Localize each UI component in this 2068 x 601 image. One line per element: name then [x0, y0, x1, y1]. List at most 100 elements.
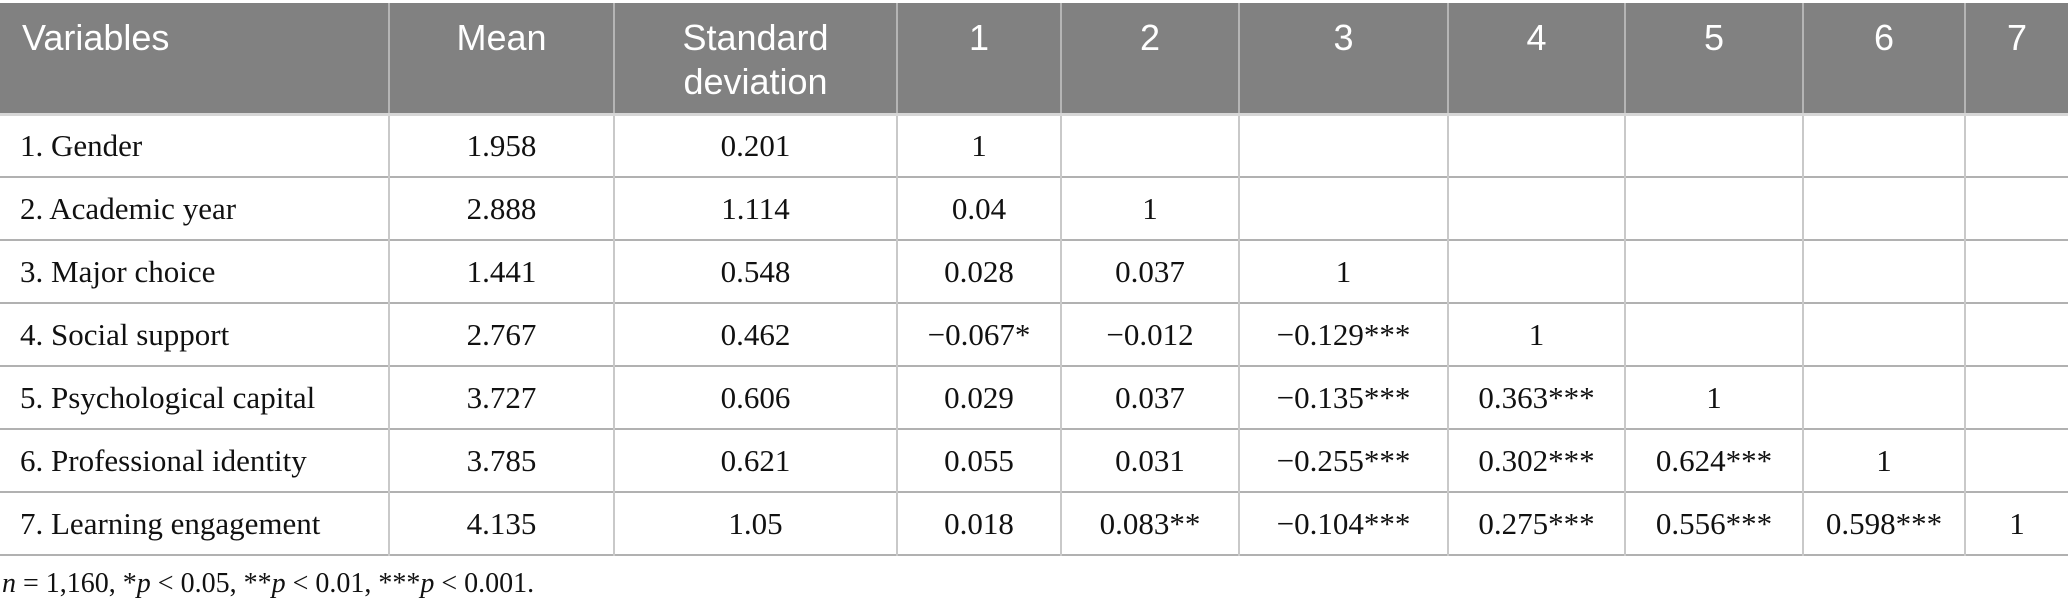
correlation-value: 0.031	[1060, 428, 1239, 492]
mean-value: 2.767	[388, 302, 614, 366]
correlation-value	[1964, 239, 2068, 303]
table-row: 2. Academic year 2.888 1.114 0.04 1	[0, 176, 2068, 240]
column-header-3: 3	[1238, 3, 1448, 116]
correlation-value: 0.302***	[1447, 428, 1625, 492]
table-row: 6. Professional identity 3.785 0.621 0.055 0…	[0, 428, 2068, 492]
correlation-value: 1	[1624, 365, 1803, 429]
correlation-value	[1802, 302, 1965, 366]
sd-value: 0.621	[613, 428, 897, 492]
sd-value: 0.201	[613, 114, 897, 177]
correlation-value	[1802, 176, 1965, 240]
correlation-value: 0.083**	[1060, 491, 1239, 555]
correlation-value: 0.556***	[1624, 491, 1803, 555]
sd-value: 0.462	[613, 302, 897, 366]
sd-value: 1.114	[613, 176, 897, 240]
correlation-value	[1447, 176, 1625, 240]
correlation-value: 0.055	[896, 428, 1061, 492]
footnote-italic-symbol: n	[2, 568, 16, 599]
correlation-value: 0.037	[1060, 365, 1239, 429]
row-label: 6. Professional identity	[0, 428, 389, 492]
mean-value: 1.441	[388, 239, 614, 303]
mean-value: 1.958	[388, 114, 614, 177]
correlation-value: 0.598***	[1802, 491, 1965, 555]
footnote-italic-symbol: p	[420, 568, 435, 599]
column-header-variables: Variables	[0, 3, 389, 116]
column-header-5: 5	[1624, 3, 1803, 116]
correlation-value	[1964, 114, 2068, 177]
table-row: 7. Learning engagement 4.135 1.05 0.018 0.08…	[0, 491, 2068, 555]
row-label: 5. Psychological capital	[0, 365, 389, 429]
column-header-2: 2	[1060, 3, 1239, 116]
correlation-value: 1	[1447, 302, 1625, 366]
column-header-7: 7	[1964, 3, 2068, 116]
correlation-value: −0.255***	[1238, 428, 1448, 492]
correlation-value	[1964, 365, 2068, 429]
row-label: 3. Major choice	[0, 239, 389, 303]
correlation-value: 0.04	[896, 176, 1061, 240]
correlation-value: 0.029	[896, 365, 1061, 429]
correlation-value	[1447, 239, 1625, 303]
correlation-value: −0.067*	[896, 302, 1061, 366]
row-label: 7. Learning engagement	[0, 491, 389, 555]
correlation-value	[1624, 239, 1803, 303]
correlation-value: 1	[1964, 491, 2068, 555]
table-row: 5. Psychological capital 3.727 0.606 0.029 0…	[0, 365, 2068, 429]
correlation-value: 0.363***	[1447, 365, 1625, 429]
correlation-value	[1964, 302, 2068, 366]
correlation-value: 0.028	[896, 239, 1061, 303]
correlation-value: −0.104***	[1238, 491, 1448, 555]
correlation-value	[1624, 302, 1803, 366]
table-header: Variables Mean Standard deviation 1 2 3 …	[0, 3, 2068, 116]
correlation-value	[1964, 176, 2068, 240]
row-label: 4. Social support	[0, 302, 389, 366]
footnote-text: < 0.001.	[434, 568, 535, 599]
correlation-value	[1802, 239, 1965, 303]
correlation-value: −0.012	[1060, 302, 1239, 366]
table-body: 1. Gender 1.958 0.201 1 2. Academic year 2.88…	[0, 114, 2068, 555]
correlation-value: 1	[1802, 428, 1965, 492]
footnote-text: = 1,160, *	[16, 568, 137, 599]
mean-value: 2.888	[388, 176, 614, 240]
correlation-table: Variables Mean Standard deviation 1 2 3 …	[0, 3, 2068, 556]
column-header-1: 1	[896, 3, 1061, 116]
footnote-text: < 0.01, ***	[285, 568, 421, 599]
correlation-value: −0.135***	[1238, 365, 1448, 429]
row-label: 1. Gender	[0, 114, 389, 177]
sd-value: 0.606	[613, 365, 897, 429]
correlation-value	[1238, 114, 1448, 177]
column-header-mean: Mean	[388, 3, 614, 116]
column-header-6: 6	[1802, 3, 1965, 116]
correlation-value	[1060, 114, 1239, 177]
mean-value: 4.135	[388, 491, 614, 555]
footnote-italic-symbol: p	[271, 568, 286, 599]
correlation-value	[1802, 114, 1965, 177]
correlation-value: 1	[1238, 239, 1448, 303]
correlation-value	[1447, 114, 1625, 177]
footnote-italic-symbol: p	[136, 568, 151, 599]
footnote-text: < 0.05, **	[150, 568, 272, 599]
correlation-value	[1802, 365, 1965, 429]
correlation-value: 0.624***	[1624, 428, 1803, 492]
correlation-value: 1	[896, 114, 1061, 177]
table-row: 4. Social support 2.767 0.462 −0.067* −0.012…	[0, 302, 2068, 366]
column-header-standard-deviation: Standard deviation	[613, 3, 897, 116]
mean-value: 3.727	[388, 365, 614, 429]
correlation-value: 1	[1060, 176, 1239, 240]
correlation-value	[1964, 428, 2068, 492]
footnote: n = 1,160, *p < 0.05, **p < 0.01, ***p <…	[2, 568, 2068, 600]
correlation-value: 0.037	[1060, 239, 1239, 303]
sd-value: 0.548	[613, 239, 897, 303]
row-label: 2. Academic year	[0, 176, 389, 240]
correlation-value: 0.275***	[1447, 491, 1625, 555]
correlation-value	[1238, 176, 1448, 240]
correlation-value	[1624, 114, 1803, 177]
correlation-value: 0.018	[896, 491, 1061, 555]
correlation-value	[1624, 176, 1803, 240]
header-row: Variables Mean Standard deviation 1 2 3 …	[0, 3, 2068, 116]
correlation-value: −0.129***	[1238, 302, 1448, 366]
mean-value: 3.785	[388, 428, 614, 492]
table-row: 3. Major choice 1.441 0.548 0.028 0.037 1	[0, 239, 2068, 303]
column-header-4: 4	[1447, 3, 1625, 116]
sd-value: 1.05	[613, 491, 897, 555]
table-row: 1. Gender 1.958 0.201 1	[0, 114, 2068, 177]
